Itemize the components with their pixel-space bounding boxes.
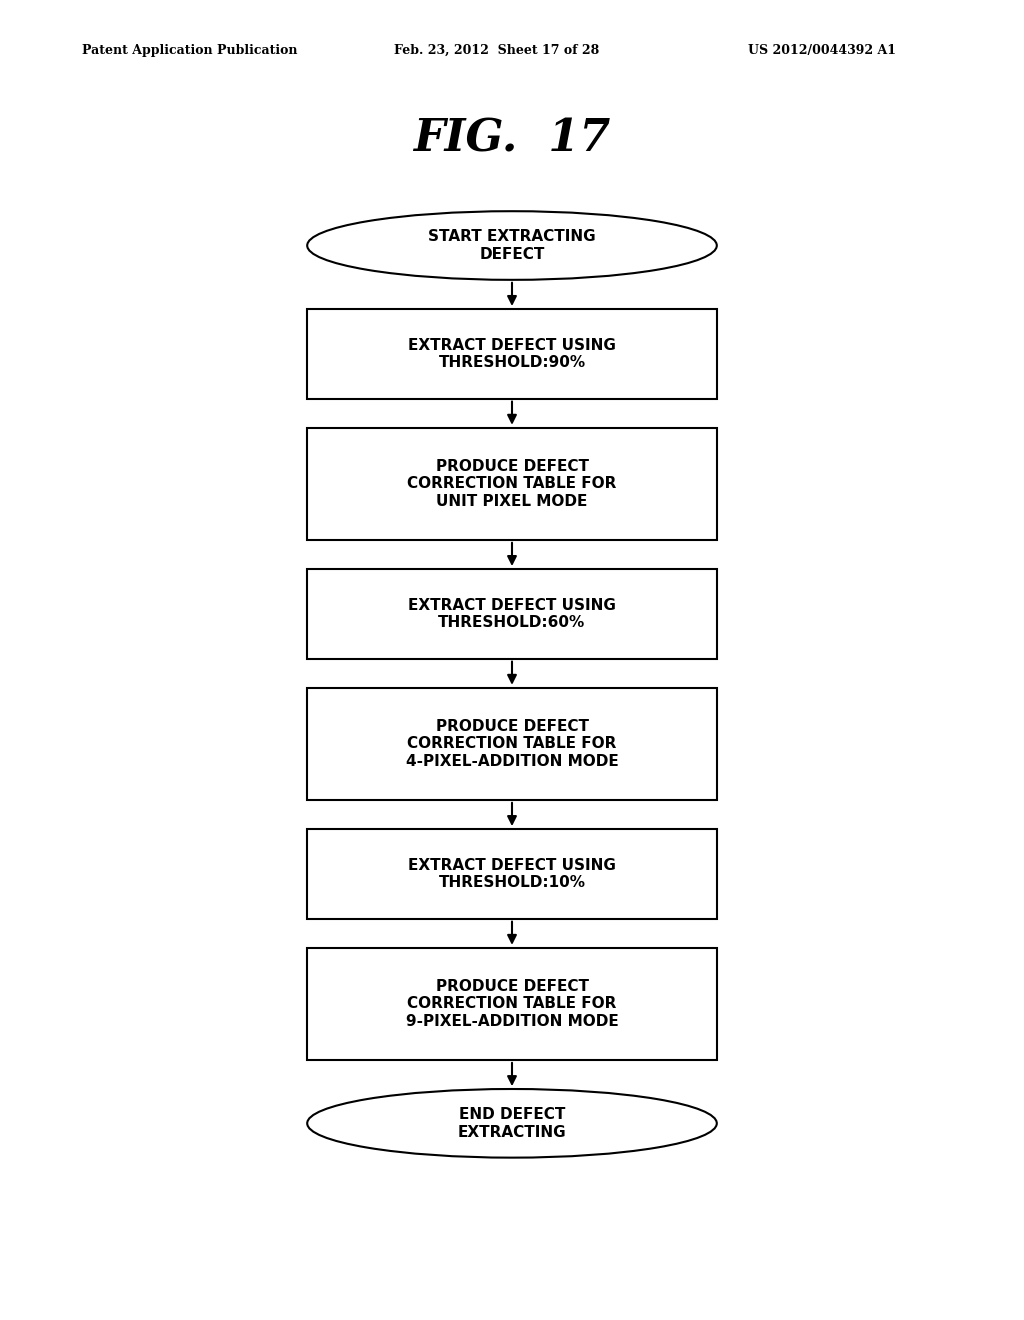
Text: Patent Application Publication: Patent Application Publication xyxy=(82,44,297,57)
Text: EXTRACT DEFECT USING
THRESHOLD:90%: EXTRACT DEFECT USING THRESHOLD:90% xyxy=(408,338,616,370)
Text: EXTRACT DEFECT USING
THRESHOLD:60%: EXTRACT DEFECT USING THRESHOLD:60% xyxy=(408,598,616,630)
FancyBboxPatch shape xyxy=(307,688,717,800)
Text: Feb. 23, 2012  Sheet 17 of 28: Feb. 23, 2012 Sheet 17 of 28 xyxy=(394,44,599,57)
FancyBboxPatch shape xyxy=(307,309,717,399)
Text: PRODUCE DEFECT
CORRECTION TABLE FOR
4-PIXEL-ADDITION MODE: PRODUCE DEFECT CORRECTION TABLE FOR 4-PI… xyxy=(406,719,618,768)
FancyBboxPatch shape xyxy=(307,948,717,1060)
FancyBboxPatch shape xyxy=(307,569,717,659)
FancyBboxPatch shape xyxy=(307,428,717,540)
FancyBboxPatch shape xyxy=(307,829,717,919)
Text: END DEFECT
EXTRACTING: END DEFECT EXTRACTING xyxy=(458,1107,566,1139)
Text: FIG.  17: FIG. 17 xyxy=(414,117,610,160)
Ellipse shape xyxy=(307,1089,717,1158)
Text: US 2012/0044392 A1: US 2012/0044392 A1 xyxy=(748,44,896,57)
Text: PRODUCE DEFECT
CORRECTION TABLE FOR
UNIT PIXEL MODE: PRODUCE DEFECT CORRECTION TABLE FOR UNIT… xyxy=(408,459,616,508)
Ellipse shape xyxy=(307,211,717,280)
Text: START EXTRACTING
DEFECT: START EXTRACTING DEFECT xyxy=(428,230,596,261)
Text: PRODUCE DEFECT
CORRECTION TABLE FOR
9-PIXEL-ADDITION MODE: PRODUCE DEFECT CORRECTION TABLE FOR 9-PI… xyxy=(406,979,618,1028)
Text: EXTRACT DEFECT USING
THRESHOLD:10%: EXTRACT DEFECT USING THRESHOLD:10% xyxy=(408,858,616,890)
